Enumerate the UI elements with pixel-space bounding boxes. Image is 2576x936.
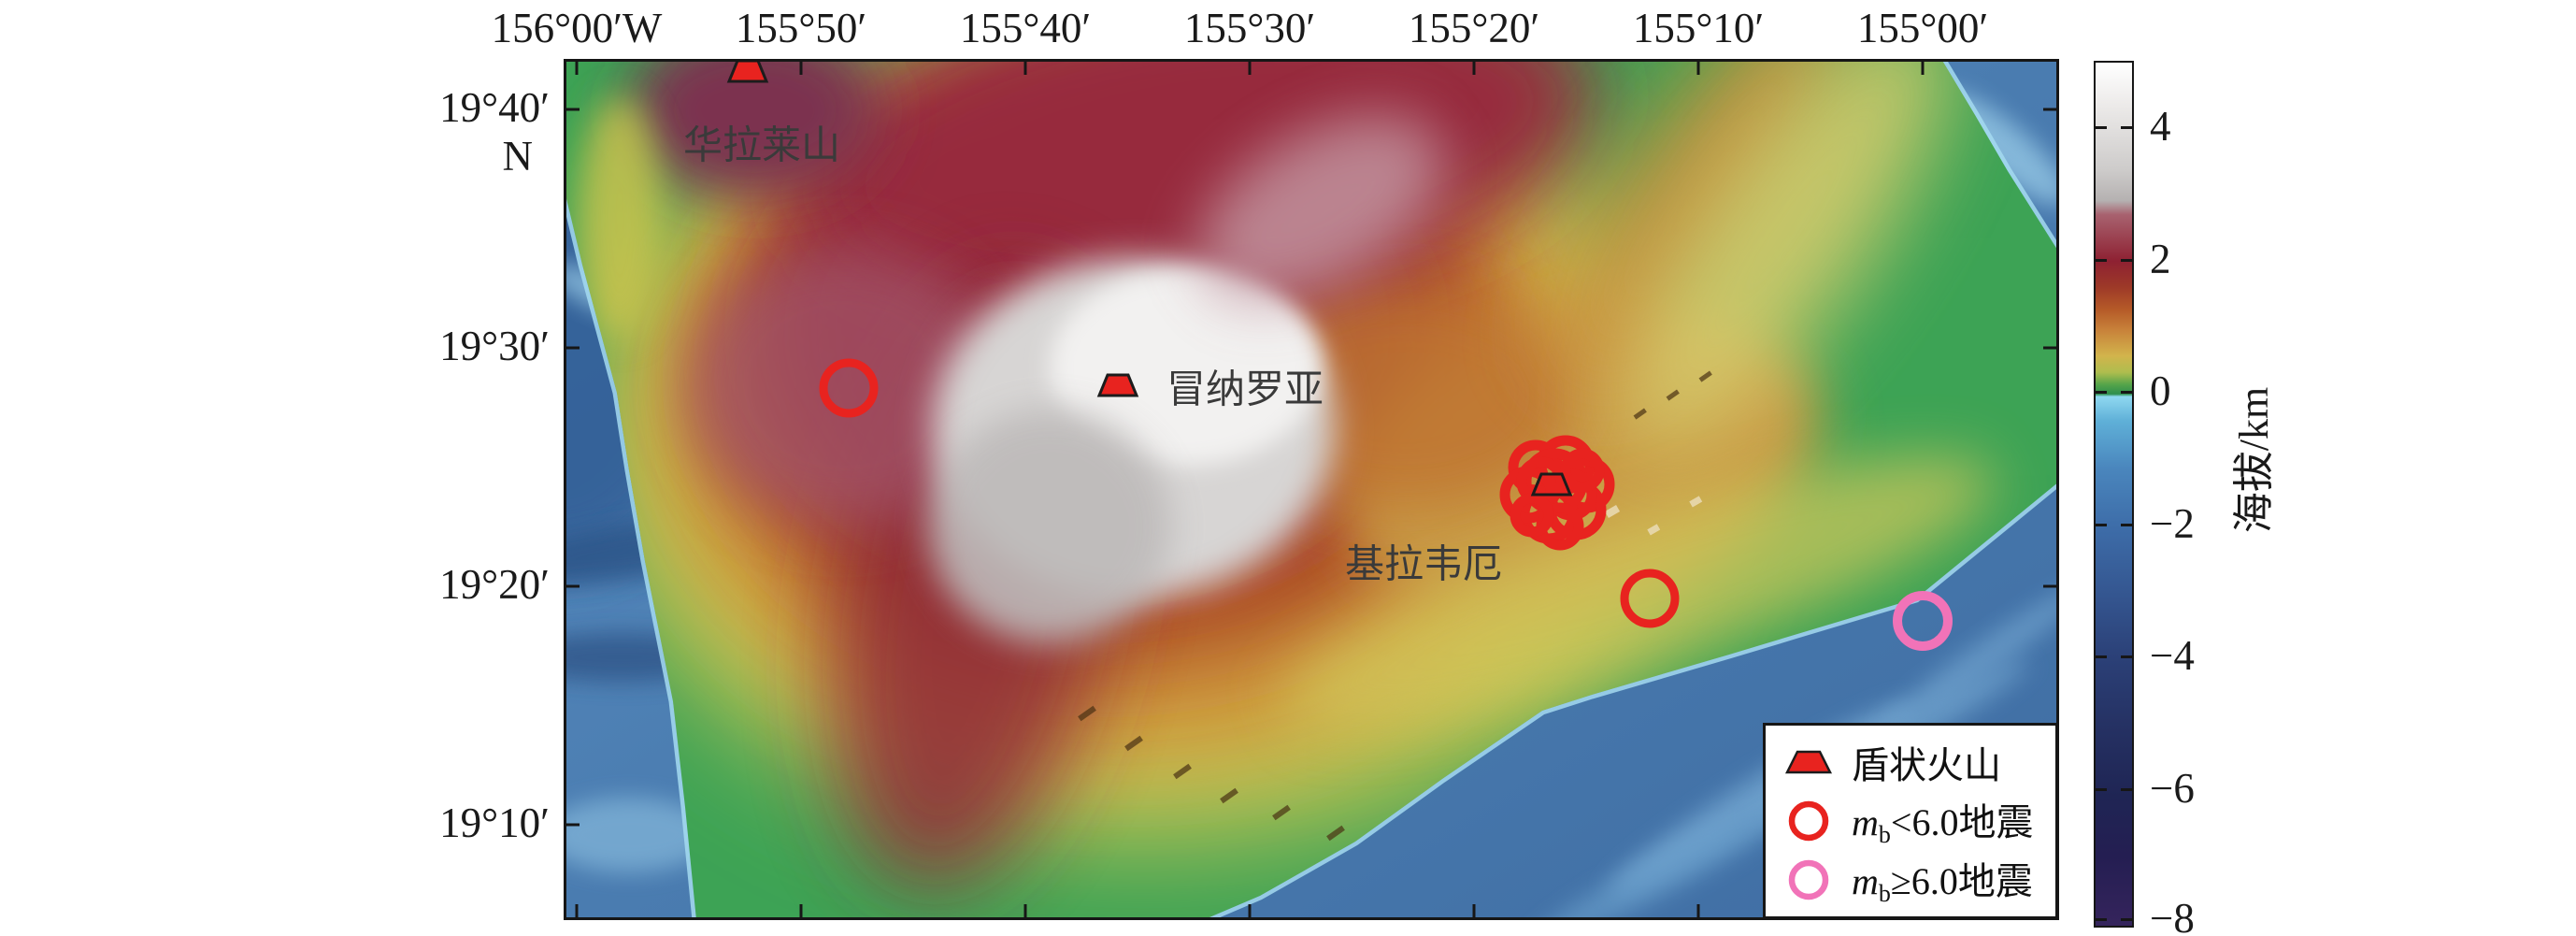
- legend-label: mb<6.0地震: [1852, 792, 2033, 849]
- legend-label-text: <6.0地震: [1890, 801, 2034, 844]
- legend-row-earthquake-small: mb<6.0地震: [1766, 794, 2055, 848]
- colorbar-tick: [2096, 788, 2107, 791]
- legend-row-shield-volcano: 盾状火山: [1766, 735, 2055, 789]
- lat-label-19-40: 19°40′: [439, 84, 550, 131]
- map-canvas: [564, 59, 2059, 920]
- lon-label-155-20: 155°20′: [1408, 5, 1540, 51]
- magnitude-symbol: m: [1852, 860, 1879, 903]
- magnitude-symbol: m: [1852, 801, 1879, 844]
- lat-hemisphere-label: N: [502, 133, 534, 180]
- colorbar-tick: [2121, 259, 2132, 262]
- colorbar-tick-label-n8: −8: [2150, 895, 2195, 936]
- earthquake-circle-large: [1893, 591, 1953, 651]
- lon-label-155-40: 155°40′: [959, 5, 1092, 51]
- colorbar-tick: [2121, 524, 2132, 526]
- lat-label-19-10: 19°10′: [439, 799, 550, 846]
- magnitude-subscript: b: [1878, 821, 1891, 849]
- colorbar-tick: [2096, 918, 2107, 921]
- lon-label-155-50: 155°50′: [735, 5, 867, 51]
- colorbar-tick: [2121, 655, 2132, 658]
- colorbar-tick-label-n2: −2: [2150, 500, 2195, 547]
- lon-label-155-30: 155°30′: [1183, 5, 1316, 51]
- colorbar-tick: [2121, 918, 2132, 921]
- volcano-marker-kilauea-outline: [1530, 472, 1573, 497]
- colorbar-tick-label-0: 0: [2150, 367, 2171, 414]
- colorbar: [2094, 61, 2134, 928]
- lat-label-19-30: 19°30′: [439, 323, 550, 369]
- colorbar-tick: [2096, 524, 2107, 526]
- legend-row-earthquake-large: mb≥6.0地震: [1766, 853, 2055, 907]
- colorbar-tick-label-2: 2: [2150, 236, 2171, 282]
- colorbar-tick-label-n6: −6: [2150, 765, 2195, 812]
- legend-label-text: ≥6.0地震: [1890, 860, 2033, 903]
- colorbar-tick: [2121, 788, 2132, 791]
- lon-label-155-10: 155°10′: [1632, 5, 1765, 51]
- colorbar-tick: [2121, 391, 2132, 394]
- lon-label-156-00: 156°00′W: [491, 5, 663, 51]
- colorbar-tick: [2121, 126, 2132, 129]
- island: [564, 59, 2059, 920]
- light-specks: [1604, 496, 1703, 536]
- legend-label: mb≥6.0地震: [1852, 851, 2033, 908]
- earthquake-circles-small: [819, 358, 1680, 628]
- small-earthquake-circle-icon: [1766, 799, 1852, 843]
- colorbar-tick: [2096, 126, 2107, 129]
- map-frame: [564, 59, 2059, 920]
- earthquake-cluster: [1499, 435, 1615, 551]
- volcano-label-hualalai: 华拉莱山: [682, 124, 841, 168]
- legend-label: 盾状火山: [1852, 744, 2001, 787]
- shield-volcano-icon: [1766, 748, 1852, 776]
- lat-label-19-20: 19°20′: [439, 561, 550, 608]
- colorbar-axis-label: 海拔/km: [2231, 386, 2277, 534]
- large-earthquake-circle-icon: [1766, 857, 1852, 902]
- colorbar-tick-label-4: 4: [2150, 103, 2171, 150]
- colorbar-tick: [2096, 391, 2107, 394]
- volcano-marker-maunaloa: [1096, 373, 1139, 397]
- volcano-label-kilauea: 基拉韦厄: [1344, 543, 1503, 587]
- earthquake-circle: [1620, 569, 1680, 628]
- volcano-label-maunaloa: 冒纳罗亚: [1166, 368, 1324, 412]
- colorbar-tick: [2096, 259, 2107, 262]
- colorbar-tick: [2096, 655, 2107, 658]
- colorbar-tick-label-n4: −4: [2150, 632, 2195, 679]
- legend-box: 盾状火山 mb<6.0地震 mb≥6.0地震: [1763, 723, 2058, 919]
- lon-label-155-00: 155°00′: [1856, 5, 1989, 51]
- magnitude-subscript: b: [1878, 880, 1891, 908]
- axis-ticks: [565, 60, 2058, 919]
- rift-crater-dashes: [1078, 370, 1712, 842]
- earthquake-circle: [819, 358, 879, 418]
